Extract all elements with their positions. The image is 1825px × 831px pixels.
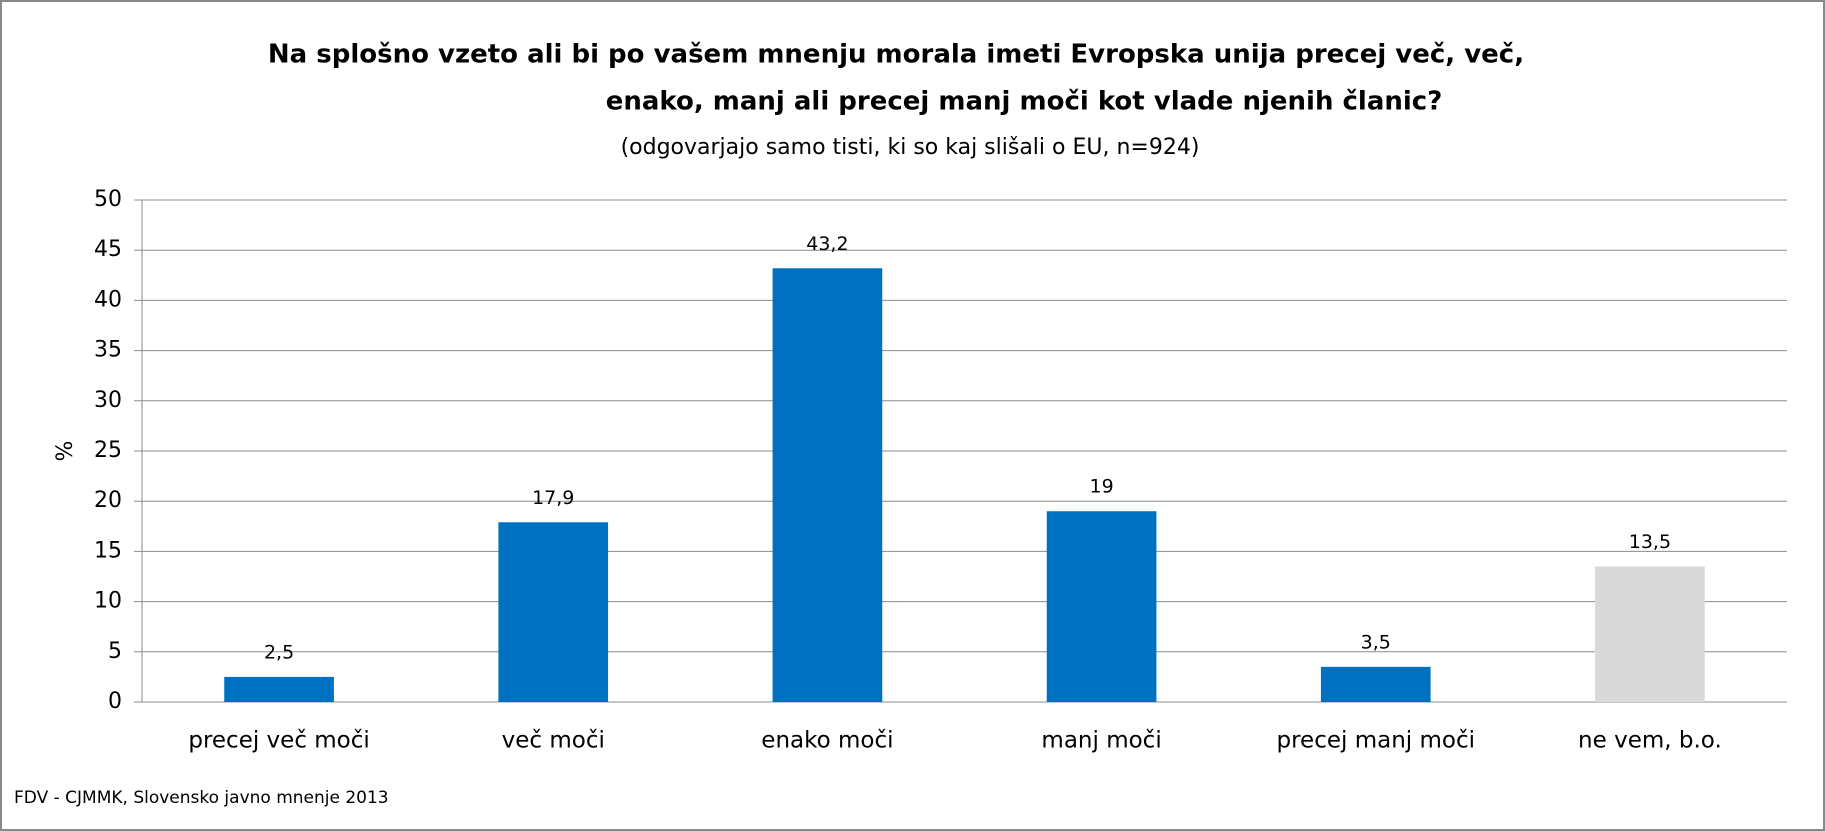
y-axis-label: % bbox=[53, 441, 78, 462]
y-tick-label: 30 bbox=[94, 388, 122, 413]
data-label: 3,5 bbox=[1361, 631, 1391, 653]
bar bbox=[224, 676, 334, 702]
y-tick-label: 50 bbox=[94, 187, 122, 212]
y-tick-label: 40 bbox=[94, 287, 122, 312]
chart-title: Na splošno vzeto ali bi po vašem mnenju … bbox=[268, 40, 1524, 70]
y-tick-label: 35 bbox=[94, 338, 122, 363]
x-tick-label: precej več moči bbox=[188, 728, 369, 754]
bar bbox=[1320, 666, 1431, 702]
x-tick-label: precej manj moči bbox=[1277, 728, 1476, 754]
y-tick-label: 5 bbox=[108, 639, 122, 664]
data-label: 2,5 bbox=[264, 641, 294, 663]
x-tick-label: ne vem, b.o. bbox=[1578, 728, 1722, 754]
x-tick-label: enako moči bbox=[761, 728, 893, 754]
y-tick-label: 20 bbox=[94, 488, 122, 513]
x-tick-label: več moči bbox=[502, 728, 605, 754]
bar bbox=[1595, 566, 1705, 702]
data-label: 13,5 bbox=[1629, 531, 1671, 553]
bar bbox=[1046, 511, 1157, 702]
bar bbox=[498, 522, 609, 702]
chart-title: enako, manj ali precej manj moči kot vla… bbox=[606, 87, 1443, 117]
data-label: 17,9 bbox=[532, 487, 574, 509]
source-note: FDV - CJMMK, Slovensko javno mnenje 2013 bbox=[14, 788, 389, 808]
y-tick-label: 10 bbox=[94, 589, 122, 614]
y-tick-label: 0 bbox=[108, 689, 122, 714]
data-label: 43,2 bbox=[806, 233, 848, 255]
x-tick-label: manj moči bbox=[1041, 728, 1161, 754]
y-tick-label: 15 bbox=[94, 538, 122, 563]
data-label: 19 bbox=[1089, 476, 1113, 498]
y-tick-label: 45 bbox=[94, 237, 122, 262]
y-tick-label: 25 bbox=[94, 438, 122, 463]
bar bbox=[772, 268, 883, 702]
chart-subtitle: (odgovarjajo samo tisti, ki so kaj sliša… bbox=[621, 135, 1200, 160]
